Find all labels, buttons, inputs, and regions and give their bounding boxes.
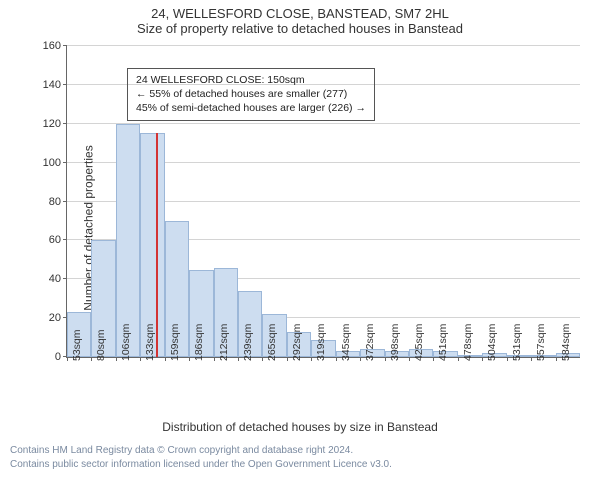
x-axis-label: Distribution of detached houses by size …	[10, 420, 590, 434]
x-tick-label: 531sqm	[511, 324, 523, 361]
x-tick-mark	[140, 357, 141, 361]
chart-container: 24, WELLESFORD CLOSE, BANSTEAD, SM7 2HL …	[0, 0, 600, 500]
y-tick-mark	[63, 278, 67, 279]
footer-line-1: Contains HM Land Registry data © Crown c…	[10, 444, 590, 458]
x-tick-label: 159sqm	[169, 324, 181, 361]
grid-line	[67, 123, 580, 124]
x-tick-mark	[409, 357, 410, 361]
x-tick-label: 478sqm	[462, 324, 474, 361]
annotation-line-3: 45% of semi-detached houses are larger (…	[136, 101, 366, 115]
y-tick-mark	[63, 45, 67, 46]
x-tick-mark	[165, 357, 166, 361]
x-tick-mark	[67, 357, 68, 361]
x-tick-mark	[91, 357, 92, 361]
y-tick-label: 40	[49, 273, 67, 285]
y-tick-label: 100	[43, 157, 67, 169]
page-subtitle: Size of property relative to detached ho…	[10, 21, 590, 36]
y-tick-label: 60	[49, 234, 67, 246]
x-tick-label: 53sqm	[71, 329, 83, 361]
x-tick-label: 584sqm	[560, 324, 572, 361]
y-tick-label: 160	[43, 40, 67, 52]
page-title: 24, WELLESFORD CLOSE, BANSTEAD, SM7 2HL	[10, 6, 590, 21]
y-tick-label: 0	[55, 351, 67, 363]
x-tick-label: 451sqm	[437, 324, 449, 361]
x-tick-label: 292sqm	[291, 324, 303, 361]
x-tick-label: 133sqm	[144, 324, 156, 361]
footer-line-2: Contains public sector information licen…	[10, 458, 590, 472]
grid-line	[67, 84, 580, 85]
x-tick-label: 557sqm	[535, 324, 547, 361]
histogram-bar	[116, 124, 140, 357]
x-tick-mark	[238, 357, 239, 361]
x-tick-mark	[116, 357, 117, 361]
x-tick-mark	[482, 357, 483, 361]
plot-area: 24 WELLESFORD CLOSE: 150sqm ← 55% of det…	[66, 46, 580, 358]
x-tick-label: 345sqm	[340, 324, 352, 361]
x-tick-mark	[287, 357, 288, 361]
grid-line	[67, 45, 580, 46]
x-tick-label: 212sqm	[218, 324, 230, 361]
y-tick-mark	[63, 239, 67, 240]
x-tick-mark	[336, 357, 337, 361]
marker-line	[156, 133, 158, 357]
y-tick-label: 140	[43, 79, 67, 91]
x-tick-label: 398sqm	[389, 324, 401, 361]
x-tick-label: 372sqm	[364, 324, 376, 361]
footer: Contains HM Land Registry data © Crown c…	[10, 444, 590, 471]
x-tick-label: 80sqm	[95, 329, 107, 361]
x-tick-label: 239sqm	[242, 324, 254, 361]
chart-wrap: Number of detached properties 24 WELLESF…	[10, 38, 590, 418]
x-tick-label: 504sqm	[486, 324, 498, 361]
x-tick-label: 319sqm	[315, 324, 327, 361]
x-tick-mark	[556, 357, 557, 361]
annotation-line-2: ← 55% of detached houses are smaller (27…	[136, 87, 366, 101]
annotation-box: 24 WELLESFORD CLOSE: 150sqm ← 55% of det…	[127, 68, 375, 121]
x-tick-mark	[262, 357, 263, 361]
y-tick-mark	[63, 201, 67, 202]
x-tick-mark	[507, 357, 508, 361]
y-tick-label: 80	[49, 196, 67, 208]
x-tick-mark	[311, 357, 312, 361]
x-tick-label: 425sqm	[413, 324, 425, 361]
x-tick-mark	[531, 357, 532, 361]
x-tick-mark	[189, 357, 190, 361]
x-tick-mark	[433, 357, 434, 361]
y-tick-label: 120	[43, 118, 67, 130]
annotation-line-1: 24 WELLESFORD CLOSE: 150sqm	[136, 73, 366, 87]
x-tick-mark	[360, 357, 361, 361]
x-tick-mark	[385, 357, 386, 361]
y-tick-label: 20	[49, 312, 67, 324]
x-tick-mark	[214, 357, 215, 361]
y-tick-mark	[63, 84, 67, 85]
x-tick-mark	[458, 357, 459, 361]
x-tick-label: 186sqm	[193, 324, 205, 361]
y-tick-mark	[63, 123, 67, 124]
x-tick-label: 106sqm	[120, 324, 132, 361]
y-tick-mark	[63, 162, 67, 163]
x-tick-label: 265sqm	[266, 324, 278, 361]
